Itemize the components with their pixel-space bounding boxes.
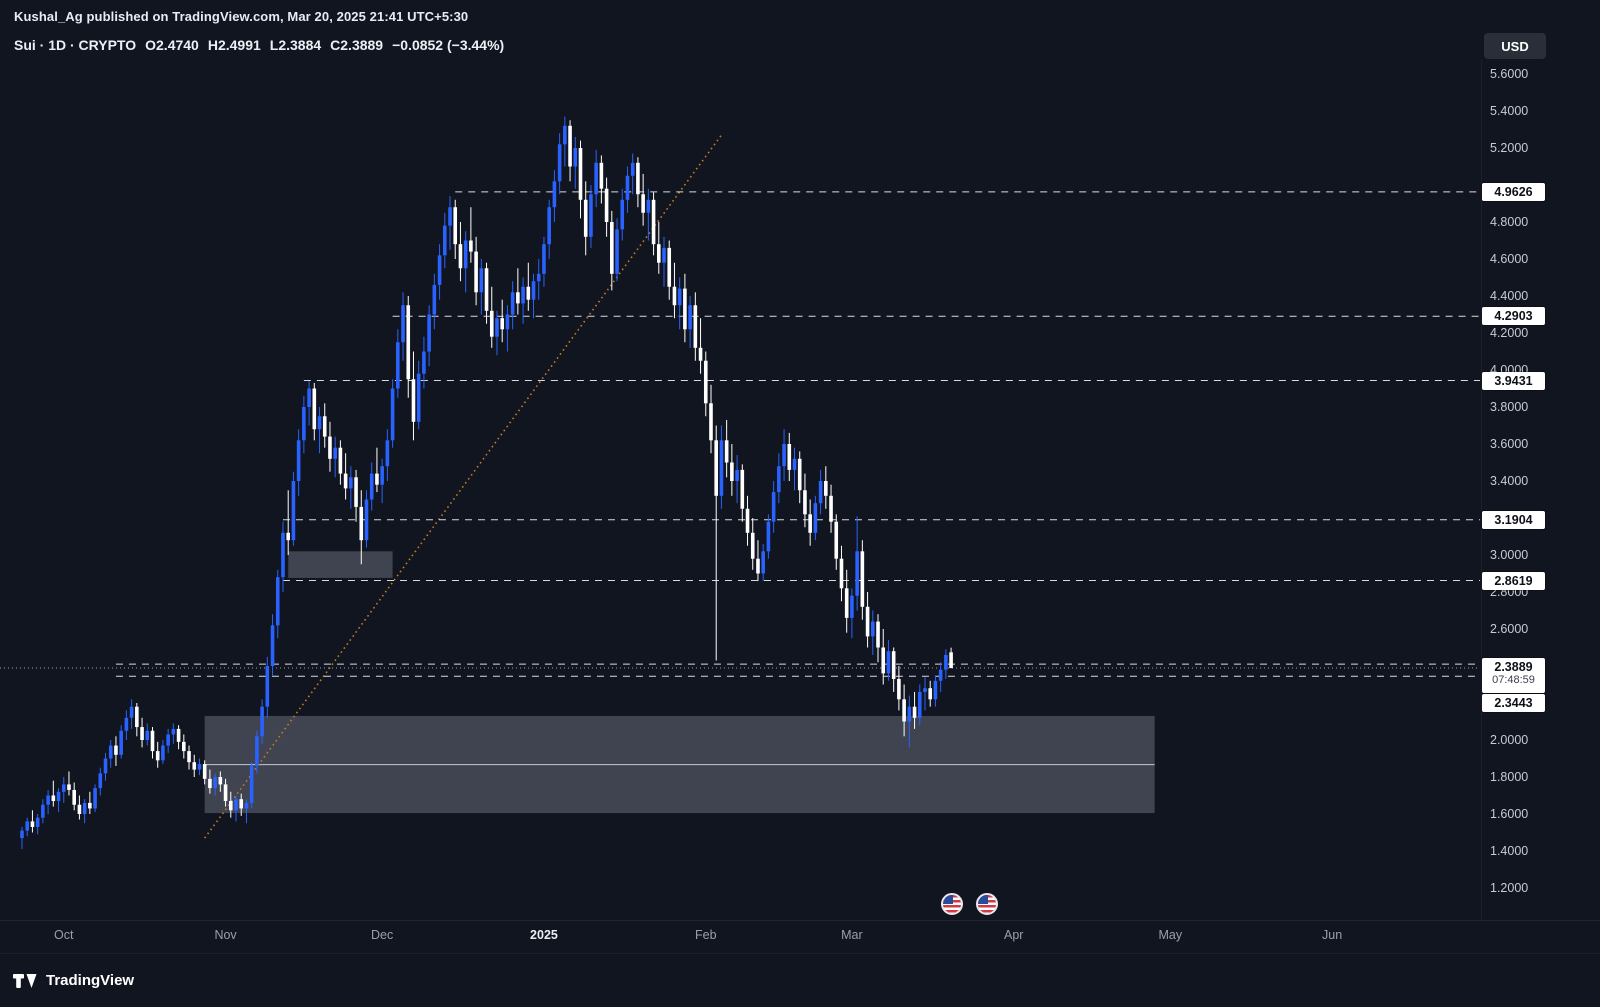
legend-open: O2.4740: [145, 37, 199, 53]
symbol-legend: Sui · 1D · CRYPTO O2.4740 H2.4991 L2.388…: [14, 37, 504, 53]
legend-close: C2.3889: [330, 37, 384, 53]
us-flag-icon[interactable]: [941, 893, 963, 915]
legend-low: L2.3884: [269, 37, 322, 53]
publish-attribution: Kushal_Ag published on TradingView.com, …: [14, 9, 469, 24]
us-flag-icon[interactable]: [976, 893, 998, 915]
tradingview-wordmark[interactable]: TradingView: [46, 972, 135, 989]
event-flags: [941, 893, 998, 915]
legend-change: −0.0852 (−3.44%): [392, 37, 505, 53]
time-axis-separator: [0, 920, 1600, 921]
tradingview-logo-icon[interactable]: [13, 972, 39, 990]
footer-bar: TradingView: [0, 953, 1600, 1007]
currency-toggle-button[interactable]: USD: [1484, 33, 1546, 59]
legend-high: H2.4991: [207, 37, 261, 53]
price-axis-separator: [1481, 60, 1482, 920]
symbol-title[interactable]: Sui · 1D · CRYPTO: [14, 37, 137, 53]
